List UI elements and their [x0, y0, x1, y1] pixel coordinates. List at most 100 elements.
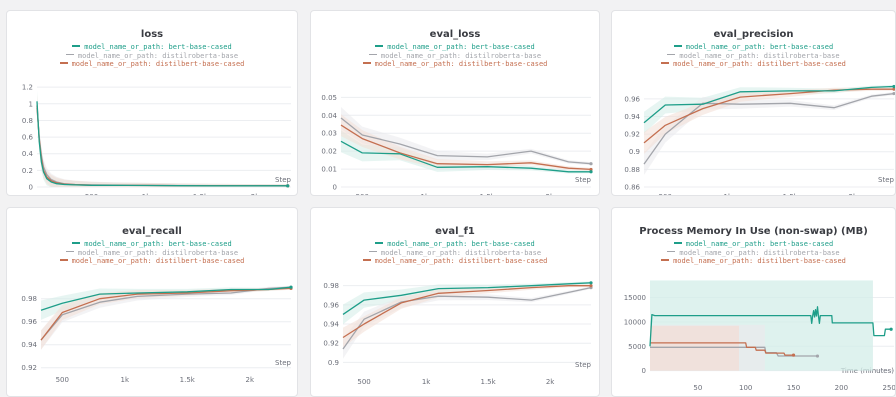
series-line	[650, 342, 794, 356]
legend-item: model_name_or_path: bert-base-cased	[311, 43, 599, 52]
legend-label: model_name_or_path: distilroberta-base	[679, 51, 840, 60]
x-tick-label: 2k	[546, 378, 555, 386]
y-tick-label: 0.92	[21, 364, 37, 372]
legend-swatch	[661, 62, 670, 64]
legend-label: model_name_or_path: bert-base-cased	[685, 43, 834, 51]
legend-swatch	[72, 45, 81, 47]
x-tick-label: 500	[356, 193, 369, 195]
x-tick-label: 1k	[120, 376, 129, 384]
legend-item: model_name_or_path: distilroberta-base	[612, 52, 895, 61]
legend-item: model_name_or_path: bert-base-cased	[7, 240, 297, 249]
legend-swatch	[59, 259, 68, 261]
y-tick-label: 0.88	[624, 166, 640, 174]
series-line	[340, 140, 591, 173]
y-tick-label: 0.03	[321, 130, 337, 138]
x-axis-label: Time (minutes)	[840, 367, 894, 375]
legend-item: model_name_or_path: distilbert-base-case…	[7, 60, 297, 69]
series-line	[36, 107, 288, 187]
legend-label: model_name_or_path: distilroberta-base	[380, 51, 542, 60]
y-tick-label: 0.04	[321, 112, 337, 120]
chart-legend: model_name_or_path: bert-base-cased model…	[612, 240, 895, 266]
legend-label: model_name_or_path: distilbert-base-case…	[374, 60, 548, 68]
legend-label: model_name_or_path: bert-base-cased	[84, 240, 232, 248]
series-end-point	[289, 285, 293, 289]
y-tick-label: 1.2	[22, 84, 33, 92]
x-tick-label: 50	[693, 384, 702, 392]
chart-panel-eval-loss: eval_loss model_name_or_path: bert-base-…	[310, 10, 600, 196]
series-line	[40, 286, 292, 311]
y-tick-label: 0.02	[321, 148, 337, 156]
legend-item: model_name_or_path: bert-base-cased	[612, 240, 895, 249]
x-tick-label: 1.5k	[783, 193, 799, 195]
chart-plot: 0.92 0.94 0.96 0.98 500 1k 1.5k 2k Step	[21, 285, 293, 384]
series-line	[643, 92, 895, 165]
legend-item: model_name_or_path: distilbert-base-case…	[612, 257, 895, 266]
y-tick-label: 0.86	[624, 184, 640, 192]
legend-label: model_name_or_path: distilbert-base-case…	[673, 257, 846, 265]
y-tick-label: 0	[333, 184, 337, 192]
y-tick-label: 0.94	[323, 321, 339, 329]
y-tick-label: 0.9	[328, 359, 339, 367]
legend-swatch	[362, 259, 371, 261]
series-end-point	[589, 281, 593, 285]
legend-swatch	[368, 250, 377, 253]
series-end-point	[589, 167, 593, 172]
series-line	[36, 105, 288, 187]
series-end-point	[589, 284, 593, 288]
series-line	[643, 88, 894, 144]
legend-swatch	[59, 62, 68, 64]
legend-item: model_name_or_path: distilroberta-base	[612, 249, 895, 258]
y-tick-label: 0.01	[321, 166, 337, 174]
y-tick-label: 5000	[628, 343, 646, 351]
chart-title: Process Memory In Use (non-swap) (MB)	[639, 226, 868, 237]
x-tick-label: 1k	[422, 378, 431, 386]
series-line	[340, 117, 592, 165]
legend-label: model_name_or_path: distilbert-base-case…	[673, 60, 846, 68]
legend-swatch	[65, 53, 74, 56]
chart-legend: model_name_or_path: bert-base-cased model…	[7, 43, 297, 69]
x-tick-label: 2k	[251, 193, 260, 195]
legend-label: model_name_or_path: distilroberta-base	[380, 248, 542, 257]
y-tick-label: 0	[29, 184, 33, 192]
legend-swatch	[661, 259, 670, 261]
legend-item: model_name_or_path: distilbert-base-case…	[311, 257, 599, 266]
chart-panel-eval-f1: eval_f1 model_name_or_path: bert-base-ca…	[310, 207, 600, 397]
series-band	[41, 287, 291, 350]
series-end-point	[892, 91, 895, 96]
chart-legend: model_name_or_path: bert-base-cased model…	[311, 43, 599, 69]
chart-legend: model_name_or_path: bert-base-cased model…	[7, 240, 297, 266]
chart-title: eval_f1	[435, 226, 475, 237]
y-tick-label: 0.05	[321, 94, 337, 102]
x-tick-label: 2k	[545, 193, 554, 195]
series-line	[643, 85, 895, 124]
legend-label: model_name_or_path: bert-base-cased	[84, 43, 232, 51]
series-end-point	[589, 170, 593, 174]
x-tick-label: 100	[739, 384, 752, 392]
chart-panel-eval-precision: eval_precision model_name_or_path: bert-…	[611, 10, 896, 196]
x-tick-label: 2k	[848, 193, 857, 195]
x-axis-label: Step	[878, 176, 894, 184]
legend-label: model_name_or_path: distilroberta-base	[77, 248, 239, 257]
legend-item: model_name_or_path: distilbert-base-case…	[311, 60, 599, 69]
legend-label: model_name_or_path: bert-base-cased	[387, 240, 535, 248]
series-line	[36, 101, 288, 187]
chart-plot: 0 0.2 0.4 0.6 0.8 1 1.2 500 1k 1.5k 2k Step	[22, 84, 292, 195]
chart-title: eval_precision	[713, 29, 794, 40]
legend-item: model_name_or_path: bert-base-cased	[612, 43, 895, 52]
chart-plot: 0.9 0.92 0.94 0.96 0.98 500 1k 1.5k 2k Step	[323, 281, 593, 386]
series-end-point	[791, 353, 796, 357]
y-tick-label: 0.98	[323, 282, 339, 290]
chart-title: loss	[140, 29, 164, 40]
chart-plot: 0 5000 10000 15000 50 100 150 200 250 Time (minut…	[624, 280, 895, 392]
x-tick-label: 2k	[245, 376, 254, 384]
legend-swatch	[368, 53, 377, 56]
y-tick-label: 0.92	[323, 340, 339, 348]
legend-swatch	[673, 45, 682, 47]
legend-label: model_name_or_path: distilbert-base-case…	[374, 257, 548, 265]
legend-swatch	[375, 45, 384, 47]
series-line	[340, 124, 592, 171]
legend-swatch	[375, 242, 384, 244]
series-band	[37, 97, 288, 187]
series-end-point	[892, 87, 895, 91]
legend-item: model_name_or_path: distilroberta-base	[7, 249, 297, 258]
